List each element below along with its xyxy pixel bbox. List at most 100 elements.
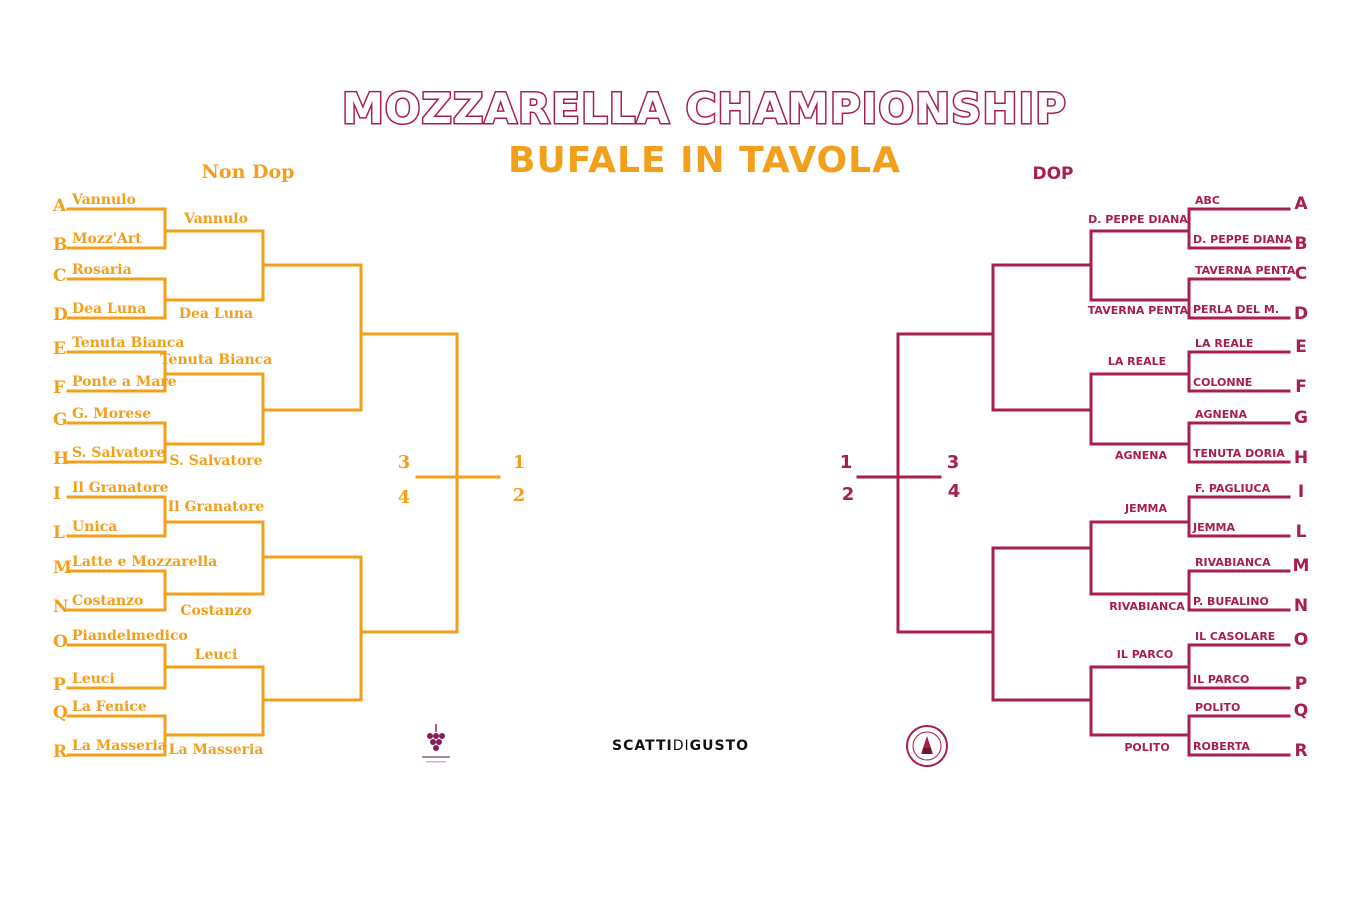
- dop-seed-letter: E: [1295, 337, 1307, 357]
- dop-r1-team: POLITO: [1195, 701, 1240, 714]
- dop-third-place-number: 3: [947, 452, 960, 473]
- dop-r1-team: PERLA DEL M.: [1193, 303, 1279, 316]
- page-subtitle: BUFALE IN TAVOLA: [508, 140, 901, 181]
- dop-seed-letter: R: [1294, 741, 1307, 761]
- dop-r2-team: POLITO: [1124, 741, 1169, 754]
- non-dop-seed-letter: H: [53, 449, 69, 469]
- non-dop-seed-letter: L: [53, 523, 65, 543]
- non-dop-seed-letter: O: [53, 632, 68, 652]
- non-dop-r1-team: G. Morese: [72, 406, 151, 422]
- non-dop-r1-team: Ponte a Mare: [72, 374, 177, 390]
- non-dop-seed-letter: N: [53, 597, 69, 617]
- dop-bracket-lines: [856, 207, 1291, 757]
- page-title: MOZZARELLA CHAMPIONSHIP: [341, 83, 1068, 135]
- non-dop-second-place-number: 2: [513, 485, 526, 506]
- non-dop-r2-team: Costanzo: [180, 603, 251, 619]
- dop-seed-letter: N: [1294, 596, 1308, 616]
- non-dop-seed-letter: C: [53, 266, 67, 286]
- dop-r2-team: AGNENA: [1115, 449, 1167, 462]
- dop-r1-team: TENUTA DORIA: [1193, 447, 1285, 460]
- non-dop-r2-team: Leuci: [195, 647, 238, 663]
- dop-fourth-place-number: 4: [948, 481, 961, 502]
- grape-logo: [416, 720, 456, 770]
- non-dop-seed-letter: I: [53, 484, 61, 504]
- non-dop-heading: Non Dop: [202, 161, 295, 183]
- non-dop-r2-team: Il Granatore: [168, 499, 265, 515]
- logo-text-part3: GUSTO: [689, 738, 750, 754]
- dop-r1-team: ABC: [1195, 194, 1220, 207]
- non-dop-fourth-place-number: 4: [398, 487, 411, 508]
- non-dop-r1-team: La Fenice: [72, 699, 147, 715]
- dop-r1-team: IL CASOLARE: [1195, 630, 1275, 643]
- dop-r2-team: TAVERNA PENTA: [1088, 304, 1189, 317]
- non-dop-r1-team: Piandelmedico: [72, 628, 188, 644]
- non-dop-bracket-lines: [66, 207, 501, 757]
- dop-seed-letter: F: [1295, 377, 1307, 397]
- non-dop-r2-team: Tenuta Bianca: [160, 352, 273, 368]
- non-dop-seed-letter: R: [53, 742, 68, 762]
- non-dop-seed-letter: P: [53, 675, 66, 695]
- non-dop-r1-team: Rosaria: [72, 262, 132, 278]
- dop-r1-team: ROBERTA: [1193, 740, 1250, 753]
- non-dop-r1-team: Dea Luna: [72, 301, 146, 317]
- non-dop-seed-letter: F: [53, 378, 65, 398]
- non-dop-r1-team: Tenuta Bianca: [72, 335, 185, 351]
- dop-r1-team: COLONNE: [1193, 376, 1252, 389]
- non-dop-seed-letter: Q: [53, 703, 68, 723]
- logo-text-part1: SCATTI: [612, 738, 673, 754]
- non-dop-r2-team: La Masseria: [169, 742, 264, 758]
- non-dop-seed-letter: G: [53, 410, 68, 430]
- non-dop-r1-team: Il Granatore: [72, 480, 169, 496]
- dop-r1-team: LA REALE: [1195, 337, 1253, 350]
- dop-seed-letter: O: [1294, 630, 1308, 650]
- non-dop-seed-letter: D: [53, 305, 68, 325]
- non-dop-third-place-number: 3: [398, 452, 411, 473]
- dop-heading: DOP: [1032, 164, 1073, 184]
- dop-r2-team: LA REALE: [1108, 355, 1166, 368]
- non-dop-seed-letter: E: [53, 339, 66, 359]
- non-dop-r1-team: Costanzo: [72, 593, 143, 609]
- dop-r1-team: D. PEPPE DIANA: [1193, 233, 1293, 246]
- dop-seed-letter: A: [1294, 194, 1308, 214]
- non-dop-r1-team: Unica: [72, 519, 117, 535]
- dop-seed-letter: H: [1294, 448, 1308, 468]
- non-dop-seed-letter: B: [53, 235, 67, 255]
- non-dop-r1-team: S. Salvatore: [72, 445, 165, 461]
- non-dop-r2-team: Dea Luna: [179, 306, 253, 322]
- dop-r1-team: TAVERNA PENTA: [1195, 264, 1296, 277]
- non-dop-r1-team: La Masseria: [72, 738, 167, 754]
- non-dop-r2-team: Vannulo: [183, 211, 248, 227]
- scattidigusto-logo: SCATTIDIGUSTO: [612, 738, 749, 754]
- seal-logo: [905, 724, 949, 768]
- dop-r2-team: JEMMA: [1124, 502, 1167, 515]
- dop-seed-letter: G: [1294, 408, 1308, 428]
- dop-r2-team: IL PARCO: [1117, 648, 1173, 661]
- dop-seed-letter: P: [1295, 674, 1307, 694]
- non-dop-r1-team: Mozz'Art: [72, 231, 142, 247]
- dop-r2-team: RIVABIANCA: [1109, 600, 1185, 613]
- dop-seed-letter: I: [1298, 482, 1304, 502]
- dop-r1-team: JEMMA: [1192, 521, 1235, 534]
- dop-r2-team: D. PEPPE DIANA: [1088, 213, 1188, 226]
- non-dop-seed-letter: A: [52, 196, 67, 216]
- non-dop-r1-team: Latte e Mozzarella: [72, 554, 217, 570]
- dop-first-place-number: 1: [840, 452, 853, 473]
- dop-seed-letter: L: [1296, 522, 1307, 542]
- dop-r1-team: RIVABIANCA: [1195, 556, 1271, 569]
- dop-r1-team: F. PAGLIUCA: [1195, 482, 1271, 495]
- dop-r1-team: IL PARCO: [1193, 673, 1249, 686]
- dop-r1-team: P. BUFALINO: [1193, 595, 1269, 608]
- dop-seed-letter: C: [1295, 264, 1307, 284]
- non-dop-r1-team: Leuci: [72, 671, 115, 687]
- dop-second-place-number: 2: [842, 484, 855, 505]
- dop-seed-letter: Q: [1294, 701, 1308, 721]
- logo-text-part2: DI: [672, 738, 690, 754]
- non-dop-seed-letter: M: [53, 558, 72, 578]
- dop-seed-letter: D: [1294, 304, 1308, 324]
- non-dop-r2-team: S. Salvatore: [169, 453, 262, 469]
- non-dop-r1-team: Vannulo: [71, 192, 136, 208]
- dop-seed-letter: B: [1295, 234, 1308, 254]
